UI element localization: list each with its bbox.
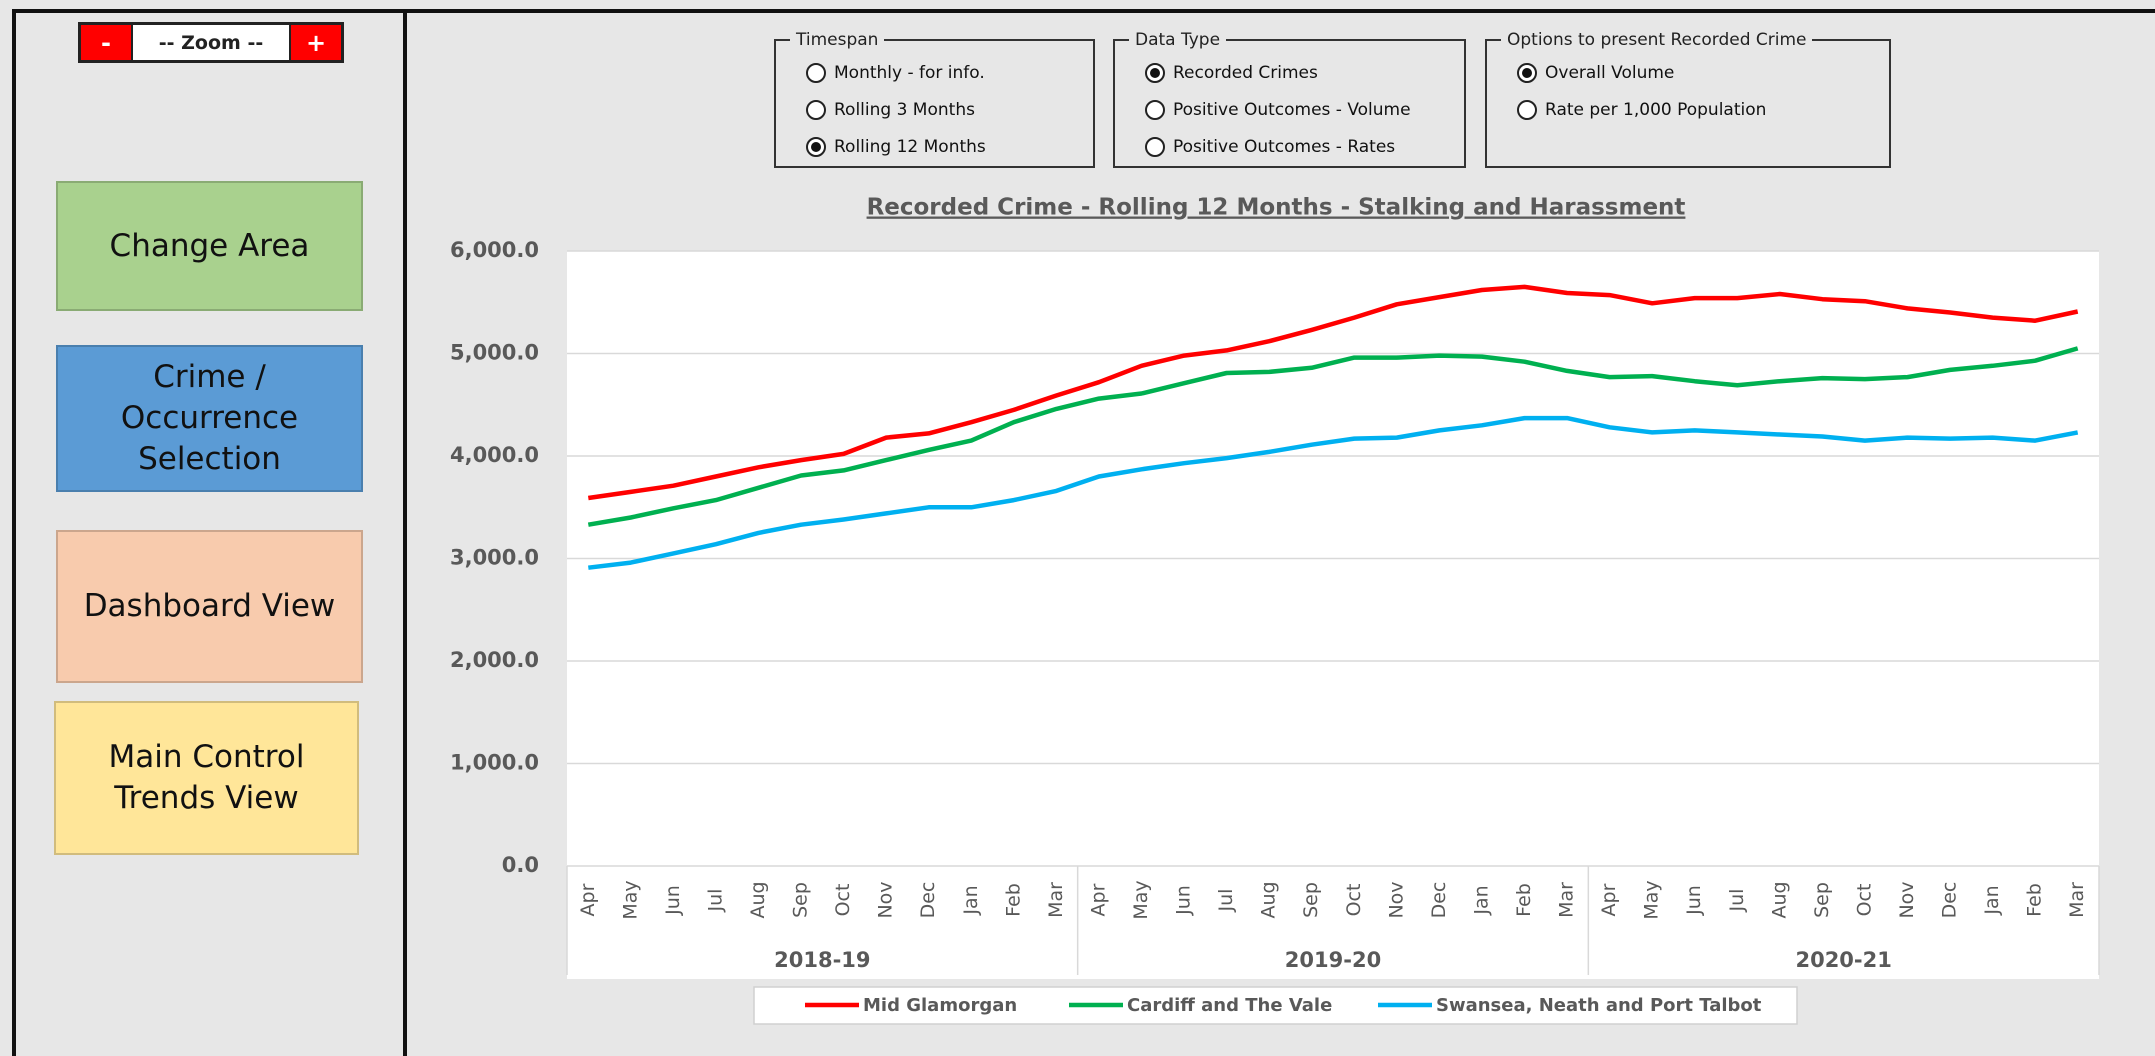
radio-button (806, 99, 826, 120)
x-tick-label: Jul (1215, 889, 1237, 913)
legend-label: Mid Glamorgan (863, 995, 1017, 1016)
x-tick-label: Mar (2066, 882, 2088, 918)
zoom-control: - -- Zoom -- + (78, 22, 344, 63)
legend-box (753, 986, 1798, 1025)
x-tick-label: May (619, 880, 641, 919)
x-tick-label: Sep (790, 882, 812, 918)
group-label: 2019-20 (1285, 948, 1381, 972)
series-line (587, 284, 2079, 501)
radio-label: Rolling 3 Months (834, 99, 975, 120)
radio-label: Rolling 12 Months (834, 136, 986, 157)
x-tick-label: Jan (960, 885, 982, 915)
nav-button[interactable]: Main Control Trends View (54, 701, 359, 855)
plot-area (567, 251, 2099, 979)
x-tick-label: Jun (662, 885, 684, 916)
legend-label: Swansea, Neath and Port Talbot (1436, 995, 1762, 1016)
radio-label: Positive Outcomes - Rates (1173, 136, 1396, 157)
radio-button (1517, 62, 1537, 83)
x-tick-label: Aug (1258, 881, 1280, 918)
x-tick-label: Oct (832, 884, 854, 917)
radio-label: Rate per 1,000 Population (1545, 99, 1767, 120)
radio-label: Positive Outcomes - Volume (1173, 99, 1411, 120)
frame (12, 9, 2155, 1056)
radio-option[interactable]: Recorded Crimes (1145, 54, 1450, 91)
y-tick-label: 6,000.0 (450, 238, 539, 262)
x-tick-label: Jan (1981, 885, 2003, 915)
x-tick-label: Nov (1385, 881, 1407, 918)
radio-option[interactable]: Rolling 12 Months (806, 128, 1079, 165)
x-tick-label: Mar (1556, 882, 1578, 918)
x-tick-label: Mar (1045, 882, 1067, 918)
x-tick-label: Sep (1300, 882, 1322, 918)
radio-button (806, 62, 826, 83)
x-tick-label: Dec (1939, 882, 1961, 919)
nav-button[interactable]: Change Area (56, 181, 363, 311)
radio-option[interactable]: Rate per 1,000 Population (1517, 91, 1875, 128)
radio-label: Overall Volume (1545, 62, 1675, 83)
radio-button (1517, 99, 1537, 120)
radio-option[interactable]: Positive Outcomes - Volume (1145, 91, 1450, 128)
y-tick-label: 5,000.0 (450, 341, 539, 365)
x-tick-label: Oct (1853, 884, 1875, 917)
zoom-out[interactable]: - (81, 25, 131, 60)
radio-button (1145, 62, 1165, 83)
x-tick-label: Jan (1470, 885, 1492, 915)
zoom-label: -- Zoom -- (131, 25, 291, 60)
radio-option[interactable]: Rolling 3 Months (806, 91, 1079, 128)
chart-title: Recorded Crime - Rolling 12 Months - Sta… (867, 195, 1686, 221)
radio-option[interactable]: Overall Volume (1517, 54, 1875, 91)
x-tick-label: Aug (747, 881, 769, 918)
radio-option[interactable]: Monthly - for info. (806, 54, 1079, 91)
radio-button (806, 136, 826, 157)
group-label: 2018-19 (774, 948, 870, 972)
nav-button[interactable]: Dashboard View (56, 530, 363, 683)
radio-button (1145, 136, 1165, 157)
x-tick-label: Sep (1811, 882, 1833, 918)
x-tick-label: Aug (1768, 881, 1790, 918)
x-tick-label: Apr (1598, 883, 1620, 916)
x-tick-label: Apr (577, 883, 599, 916)
x-tick-label: Nov (1896, 881, 1918, 918)
y-tick-label: 1,000.0 (450, 751, 539, 775)
legend-label: Cardiff and The Vale (1127, 995, 1332, 1016)
series-line (588, 415, 2079, 570)
x-tick-label: Jun (1683, 885, 1705, 916)
x-tick-label: Apr (1087, 883, 1109, 916)
option-group-title: Timespan (796, 30, 879, 50)
option-group: Options to present Recorded Crime Overall… (1485, 30, 1891, 168)
y-tick-label: 3,000.0 (450, 546, 539, 570)
radio-label: Monthly - for info. (834, 62, 985, 83)
zoom-in[interactable]: + (291, 25, 341, 60)
x-tick-label: Feb (1513, 883, 1535, 917)
x-tick-label: Dec (917, 882, 939, 919)
option-group: Data Type Recorded Crimes Positive Outcome… (1113, 30, 1466, 168)
option-group-title: Options to present Recorded Crime (1507, 30, 1807, 50)
x-tick-label: Oct (1343, 884, 1365, 917)
x-tick-label: Jul (704, 889, 726, 913)
radio-button (1145, 99, 1165, 120)
y-tick-label: 0.0 (502, 853, 539, 877)
option-group-title: Data Type (1135, 30, 1221, 50)
x-tick-label: May (1130, 880, 1152, 919)
x-tick-label: May (1641, 880, 1663, 919)
x-tick-label: Dec (1428, 882, 1450, 919)
group-label: 2020-21 (1795, 948, 1891, 972)
radio-label: Recorded Crimes (1173, 62, 1318, 83)
x-tick-label: Feb (2024, 883, 2046, 917)
y-tick-label: 4,000.0 (450, 443, 539, 467)
nav-button[interactable]: Crime / Occurrence Selection (56, 345, 363, 492)
x-tick-label: Jun (1173, 885, 1195, 916)
series-line (587, 346, 2079, 527)
y-tick-label: 2,000.0 (450, 648, 539, 672)
x-tick-label: Jul (1726, 889, 1748, 913)
radio-option[interactable]: Positive Outcomes - Rates (1145, 128, 1450, 165)
x-tick-label: Feb (1002, 883, 1024, 917)
x-tick-label: Nov (875, 881, 897, 918)
option-group: Timespan Monthly - for info. Rolling 3 Mon… (774, 30, 1095, 168)
